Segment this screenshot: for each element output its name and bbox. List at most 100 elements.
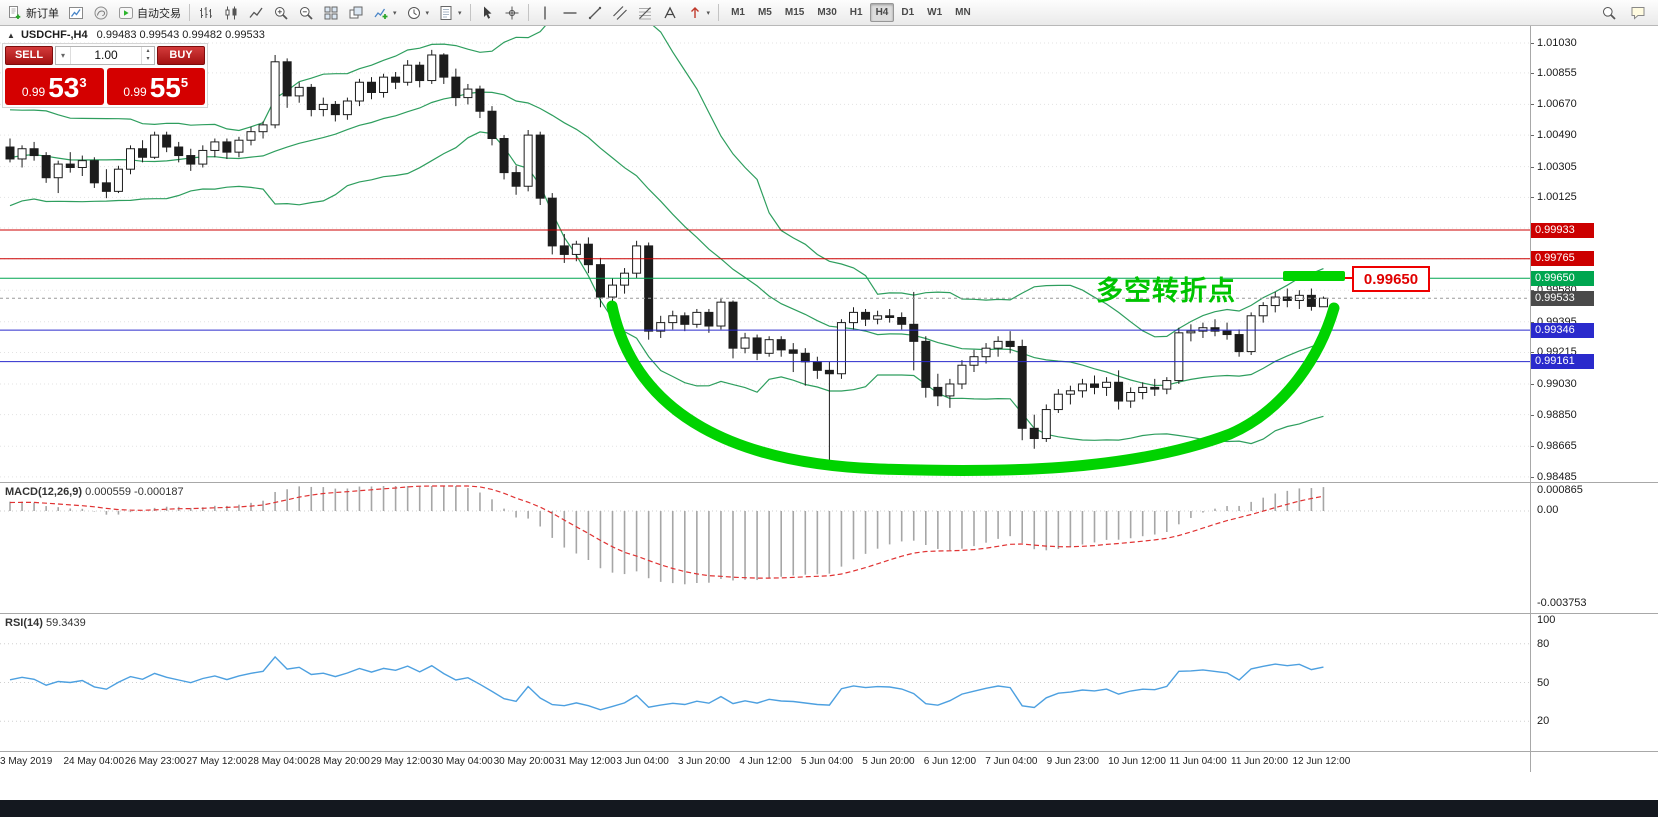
arrange-button[interactable]	[344, 2, 368, 23]
price-level-badge-0.99161: 0.99161	[1530, 354, 1594, 370]
price-callout-0.99650[interactable]: 0.99650	[1352, 266, 1430, 292]
horizontal-line-button[interactable]	[558, 2, 582, 23]
timeframe-m30[interactable]: M30	[817, 7, 837, 18]
fibonacci-button[interactable]	[633, 2, 657, 23]
indicators-button[interactable]: ▾	[369, 2, 401, 23]
rsi-value: 59.3439	[45, 617, 86, 629]
price-tick-label: 1.00125	[1537, 191, 1577, 204]
time-label: 6 Jun 12:00	[923, 756, 977, 767]
macd-axis[interactable]: 0.000865 0.00 -0.003753	[1530, 483, 1658, 613]
volume-steppers[interactable]: ▴ ▾	[141, 47, 154, 64]
template-button[interactable]: ▾	[434, 2, 466, 23]
level-bar-annotation[interactable]	[1283, 271, 1345, 281]
timeframe-mn[interactable]: MN	[955, 7, 971, 18]
volume-dropdown-icon[interactable]: ▾	[56, 47, 71, 64]
rsi-tick-label: 100	[1537, 614, 1556, 626]
timeframe-d1[interactable]: D1	[901, 7, 915, 18]
rsi-name: RSI(14)	[5, 617, 43, 629]
axis-tickmark	[1530, 197, 1534, 199]
timeframe-m5[interactable]: M5	[757, 7, 772, 18]
crosshair-icon	[504, 5, 520, 21]
community-button[interactable]	[89, 2, 113, 23]
line-chart-button[interactable]	[244, 2, 268, 23]
channel-icon	[612, 5, 628, 21]
rsi-axis[interactable]: 100 80 50 20	[1530, 614, 1658, 751]
indicators-icon	[373, 5, 389, 21]
tile-windows-icon	[323, 5, 339, 21]
timeframe-h4[interactable]: H4	[869, 3, 895, 22]
panel-separator[interactable]	[0, 482, 1658, 483]
periods-button[interactable]: ▾	[402, 2, 434, 23]
bar-chart-button[interactable]	[194, 2, 218, 23]
symbol-title: USDCHF-,H4	[20, 29, 88, 41]
charts-button[interactable]	[64, 2, 88, 23]
timeframe-w1[interactable]: W1	[927, 7, 943, 18]
text-button[interactable]	[658, 2, 682, 23]
time-label: 30 May 04:00	[432, 756, 493, 767]
panel-separator[interactable]	[0, 613, 1658, 614]
arrows-button[interactable]: ▾	[683, 2, 715, 23]
channel-button[interactable]	[608, 2, 632, 23]
volume-step-down-icon[interactable]: ▾	[146, 56, 150, 62]
sell-button[interactable]: SELL	[5, 46, 53, 65]
macd-title: MACD(12,26,9) 0.000559 -0.000187	[5, 486, 184, 498]
rsi-title: RSI(14) 59.3439	[5, 617, 86, 629]
price-tick-label: 1.00670	[1537, 98, 1577, 111]
zoom-out-button[interactable]	[294, 2, 318, 23]
chevron-down-icon: ▾	[458, 9, 462, 17]
bollinger-lower[interactable]	[9, 131, 1324, 445]
volume-value[interactable]: 1.00	[94, 48, 118, 62]
rsi-line	[9, 655, 1324, 711]
annotation-turning-point-text[interactable]: 多空转折点	[1096, 276, 1236, 306]
vertical-line-icon	[537, 5, 553, 21]
cursor-icon	[479, 5, 495, 21]
bollinger-upper[interactable]	[9, 26, 1324, 338]
trendline-button[interactable]	[583, 2, 607, 23]
time-label: 26 May 23:00	[124, 756, 186, 767]
panel-separator[interactable]	[0, 751, 1658, 752]
rsi-tick-label: 80	[1537, 637, 1550, 650]
axis-separator-line	[1530, 26, 1531, 772]
time-label: 5 Jun 04:00	[800, 756, 854, 767]
price-axis[interactable]: 1.01030 1.00855 1.00670 1.00490 1.00305 1.001…	[1530, 26, 1658, 483]
time-label: 29 May 12:00	[370, 756, 432, 767]
new-order-button[interactable]: 新订单	[3, 2, 63, 23]
timeframe-m15[interactable]: M15	[784, 7, 805, 18]
new-order-icon	[7, 5, 23, 21]
charts-icon	[68, 5, 84, 21]
bollinger-middle[interactable]	[9, 91, 1324, 387]
cup-curve-annotation[interactable]	[606, 300, 1340, 477]
price-chart-canvas[interactable]	[0, 26, 1530, 482]
time-axis[interactable]: 3 May 2019 24 May 04:00 26 May 23:00 27 May…	[0, 752, 1658, 772]
rsi-canvas[interactable]	[0, 614, 1530, 751]
crosshair-button[interactable]	[500, 2, 524, 23]
tile-windows-button[interactable]	[319, 2, 343, 23]
axis-tickmark	[1530, 72, 1534, 74]
price-level-badge-0.99765: 0.99765	[1530, 251, 1594, 267]
price-tick-label: 0.99030	[1537, 377, 1577, 390]
volume-step-up-icon[interactable]: ▴	[146, 48, 150, 54]
buy-price-display[interactable]: 0.99 55 5	[106, 68, 205, 105]
sell-price-pips: 53	[48, 72, 80, 103]
search-icon[interactable]	[1597, 2, 1621, 23]
sell-price-display[interactable]: 0.99 53 3	[5, 68, 104, 105]
candles-series[interactable]	[5, 49, 1328, 465]
timeframe-h1[interactable]: H1	[849, 7, 863, 18]
vertical-line-button[interactable]	[533, 2, 557, 23]
time-label: 11 Jun 20:00	[1231, 756, 1289, 767]
zoom-in-button[interactable]	[269, 2, 293, 23]
chat-icon[interactable]	[1626, 2, 1650, 23]
price-level-badge-0.99933: 0.99933	[1530, 222, 1594, 238]
timeframe-m1[interactable]: M1	[731, 7, 745, 18]
time-label: 12 Jun 12:00	[1292, 756, 1351, 767]
time-label: 7 Jun 04:00	[985, 756, 1038, 767]
time-label: 28 May 20:00	[309, 756, 370, 767]
volume-control[interactable]: ▾ 1.00 ▴ ▾	[55, 46, 155, 65]
cursor-button[interactable]	[475, 2, 499, 23]
price-level-badge-0.99346: 0.99346	[1530, 322, 1594, 338]
buy-button[interactable]: BUY	[157, 46, 205, 65]
rsi-tick-label: 50	[1537, 676, 1550, 689]
autotrade-button[interactable]: 自动交易	[114, 2, 185, 23]
candle-chart-button[interactable]	[219, 2, 243, 23]
macd-canvas[interactable]	[0, 483, 1530, 613]
